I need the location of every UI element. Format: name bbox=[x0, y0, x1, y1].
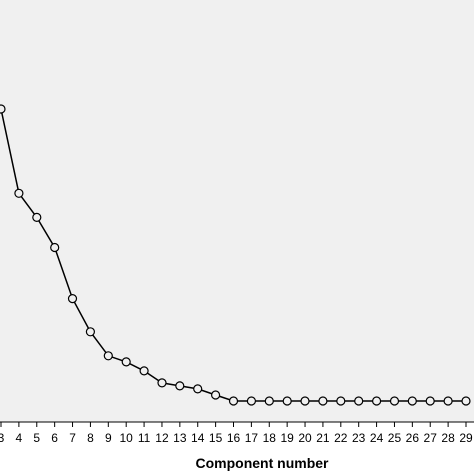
data-point bbox=[300, 396, 310, 406]
x-tick-label: 25 bbox=[388, 431, 402, 445]
x-tick-label: 20 bbox=[298, 431, 312, 445]
data-point bbox=[67, 294, 78, 304]
data-point bbox=[193, 384, 203, 394]
x-tick-label: 6 bbox=[51, 431, 58, 445]
x-tick-label: 14 bbox=[191, 431, 205, 445]
data-point bbox=[461, 396, 471, 406]
x-tick-label: 11 bbox=[138, 431, 151, 445]
x-tick-label: 13 bbox=[173, 431, 187, 445]
data-point bbox=[372, 396, 382, 406]
data-point bbox=[282, 396, 292, 406]
x-tick-label: 5 bbox=[33, 431, 40, 445]
x-tick-label: 23 bbox=[352, 431, 366, 445]
data-point bbox=[354, 396, 364, 406]
data-point bbox=[103, 351, 113, 361]
data-point bbox=[228, 396, 239, 406]
data-point bbox=[50, 242, 60, 253]
data-point bbox=[389, 396, 400, 406]
x-tick-label: 17 bbox=[245, 431, 259, 445]
x-axis-title: Component number bbox=[196, 455, 330, 471]
x-tick-label: 10 bbox=[120, 431, 134, 445]
data-point bbox=[246, 396, 256, 406]
data-point bbox=[175, 381, 185, 391]
data-point bbox=[443, 396, 453, 406]
x-tick-label: 26 bbox=[406, 431, 420, 445]
x-tick-label: 29 bbox=[459, 431, 473, 445]
x-tick-label: 3 bbox=[0, 431, 5, 445]
data-point bbox=[139, 366, 149, 376]
data-point bbox=[32, 212, 42, 222]
x-tick-label: 19 bbox=[280, 431, 294, 445]
x-tick-label: 9 bbox=[105, 431, 112, 445]
x-tick-label: 21 bbox=[316, 431, 330, 445]
data-point bbox=[121, 357, 131, 367]
plot-area bbox=[0, 0, 474, 422]
x-tick-label: 24 bbox=[370, 431, 384, 445]
data-point bbox=[211, 390, 221, 400]
data-point bbox=[14, 188, 24, 198]
x-tick-label: 16 bbox=[227, 431, 241, 445]
x-tick-label: 28 bbox=[441, 431, 455, 445]
x-tick-label: 8 bbox=[87, 431, 94, 445]
data-point bbox=[157, 378, 167, 388]
data-point bbox=[85, 327, 96, 337]
data-point bbox=[264, 396, 274, 406]
data-point bbox=[0, 104, 6, 114]
x-tick-label: 12 bbox=[155, 431, 169, 445]
data-point bbox=[407, 396, 417, 406]
x-tick-label: 4 bbox=[16, 431, 23, 445]
x-tick-label: 27 bbox=[424, 431, 438, 445]
data-point bbox=[318, 396, 328, 406]
x-axis-tick-labels: 3 4 5 6 7 8 9 10 11 12 13 14 15 16 17 18 19 20 21 22 23 24 25 2… bbox=[0, 431, 473, 445]
x-tick-label: 18 bbox=[263, 431, 277, 445]
x-tick-label: 15 bbox=[209, 431, 223, 445]
series-points bbox=[0, 104, 471, 406]
x-tick-label: 22 bbox=[334, 431, 348, 445]
x-axis-ticks bbox=[0, 422, 467, 427]
x-tick-label: 7 bbox=[69, 431, 76, 445]
data-point bbox=[425, 396, 435, 406]
data-point bbox=[336, 396, 346, 406]
